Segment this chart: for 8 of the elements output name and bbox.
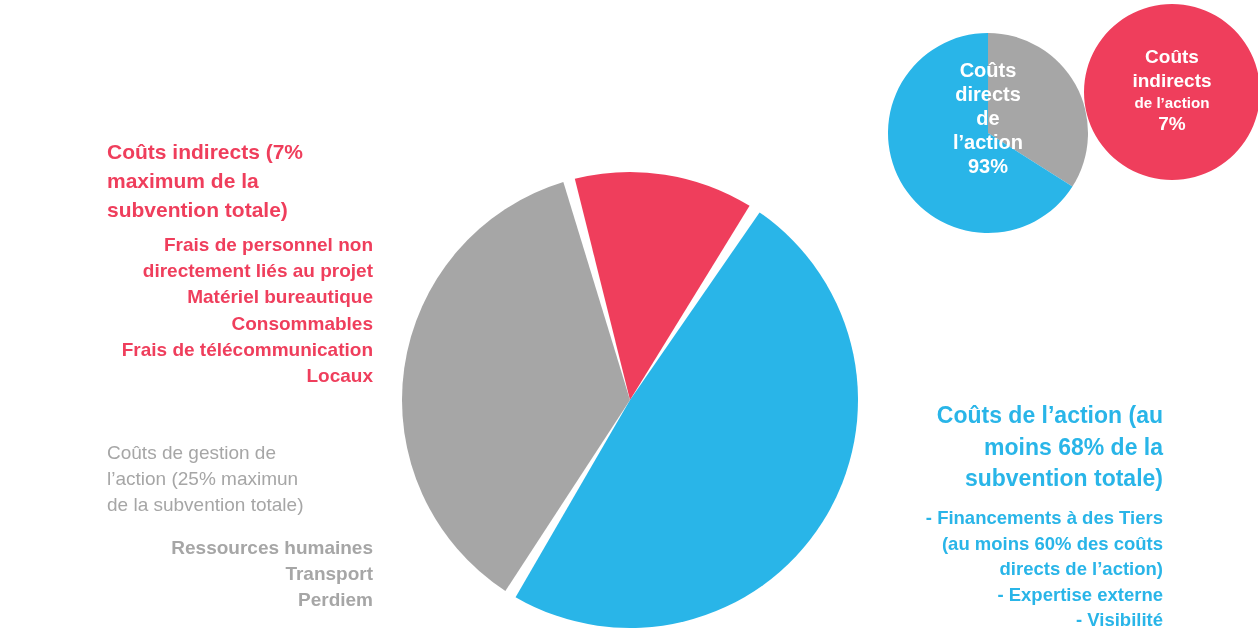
text: Coûts indirects (7% maximum de la subvention totale) [107, 139, 305, 223]
pie-slice [888, 33, 1073, 233]
text: - Financements à des Tiers (au moins 60% des coûts directs de l’action) - Expertise externe - Visibilité [924, 506, 1163, 633]
text: Frais de personnel non directement liés au projet Matériel bureautique Consommables Frais de télécommunication Locaux [120, 233, 373, 389]
text: Coûts de gestion de l’action (25% maximun de la subvention totale) [107, 441, 305, 518]
text: Ressources humaines Transport Perdiem [170, 536, 373, 613]
text: Coûts de l’action (au moins 68% de la subvention totale) [935, 401, 1163, 494]
text: Coûts indirects de l’action 7% [1131, 45, 1213, 136]
